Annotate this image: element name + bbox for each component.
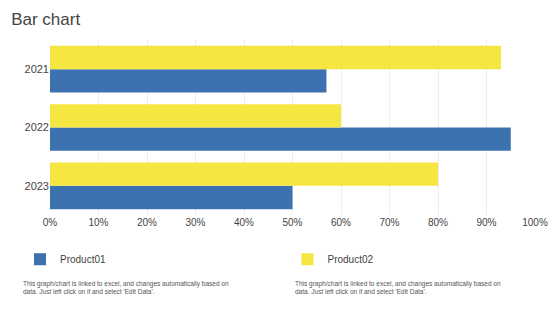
svg-text:0%: 0%	[43, 217, 58, 228]
svg-text:10%: 10%	[88, 217, 108, 228]
svg-text:40%: 40%	[234, 217, 254, 228]
svg-text:30%: 30%	[185, 217, 205, 228]
svg-text:Bar chart: Bar chart	[11, 10, 80, 29]
svg-text:This graph/chart is linked to: This graph/chart is linked to excel, and…	[23, 280, 229, 295]
svg-text:80%: 80%	[428, 217, 448, 228]
svg-text:2023: 2023	[25, 180, 49, 192]
svg-text:20%: 20%	[137, 217, 157, 228]
svg-text:2022: 2022	[25, 121, 49, 133]
svg-text:Product01: Product01	[60, 254, 106, 265]
svg-text:70%: 70%	[379, 217, 399, 228]
svg-text:Product02: Product02	[328, 254, 374, 265]
svg-text:100%: 100%	[522, 217, 548, 228]
svg-text:This graph/chart is linked to: This graph/chart is linked to excel, and…	[295, 280, 501, 295]
svg-text:60%: 60%	[331, 217, 351, 228]
svg-text:2021: 2021	[25, 63, 49, 75]
svg-text:50%: 50%	[282, 217, 302, 228]
svg-text:90%: 90%	[476, 217, 496, 228]
